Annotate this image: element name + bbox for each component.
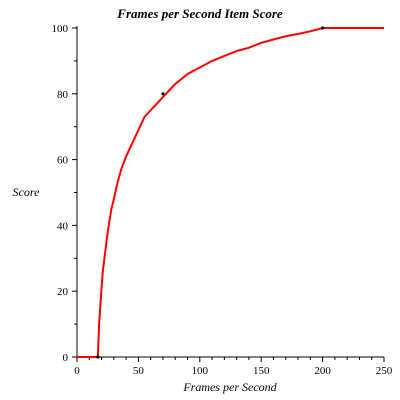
y-axis-label: Score xyxy=(13,185,41,199)
x-tick-label: 250 xyxy=(376,365,393,377)
y-tick-label: 60 xyxy=(57,155,69,167)
score-curve xyxy=(77,28,384,357)
y-tick-label: 40 xyxy=(57,220,69,232)
data-point-marker xyxy=(161,92,164,95)
x-tick-label: 200 xyxy=(314,365,331,377)
axes xyxy=(77,26,384,357)
x-tick-label: 0 xyxy=(74,365,80,377)
ticks: 0 50 100 150 200 250 0 20 40 60 80 100 xyxy=(52,23,393,377)
x-tick-label: 150 xyxy=(253,365,270,377)
y-tick-label: 80 xyxy=(57,89,69,101)
x-tick-label: 100 xyxy=(192,365,209,377)
chart-title: Frames per Second Item Score xyxy=(116,6,283,21)
y-tick-label: 20 xyxy=(57,286,69,298)
y-tick-label: 100 xyxy=(52,23,69,35)
data-point-marker xyxy=(96,355,99,358)
x-axis-label: Frames per Second xyxy=(182,380,277,394)
data-point-marker xyxy=(321,26,324,29)
x-tick-label: 50 xyxy=(133,365,145,377)
plot-area xyxy=(77,26,384,358)
y-tick-label: 0 xyxy=(63,352,69,364)
